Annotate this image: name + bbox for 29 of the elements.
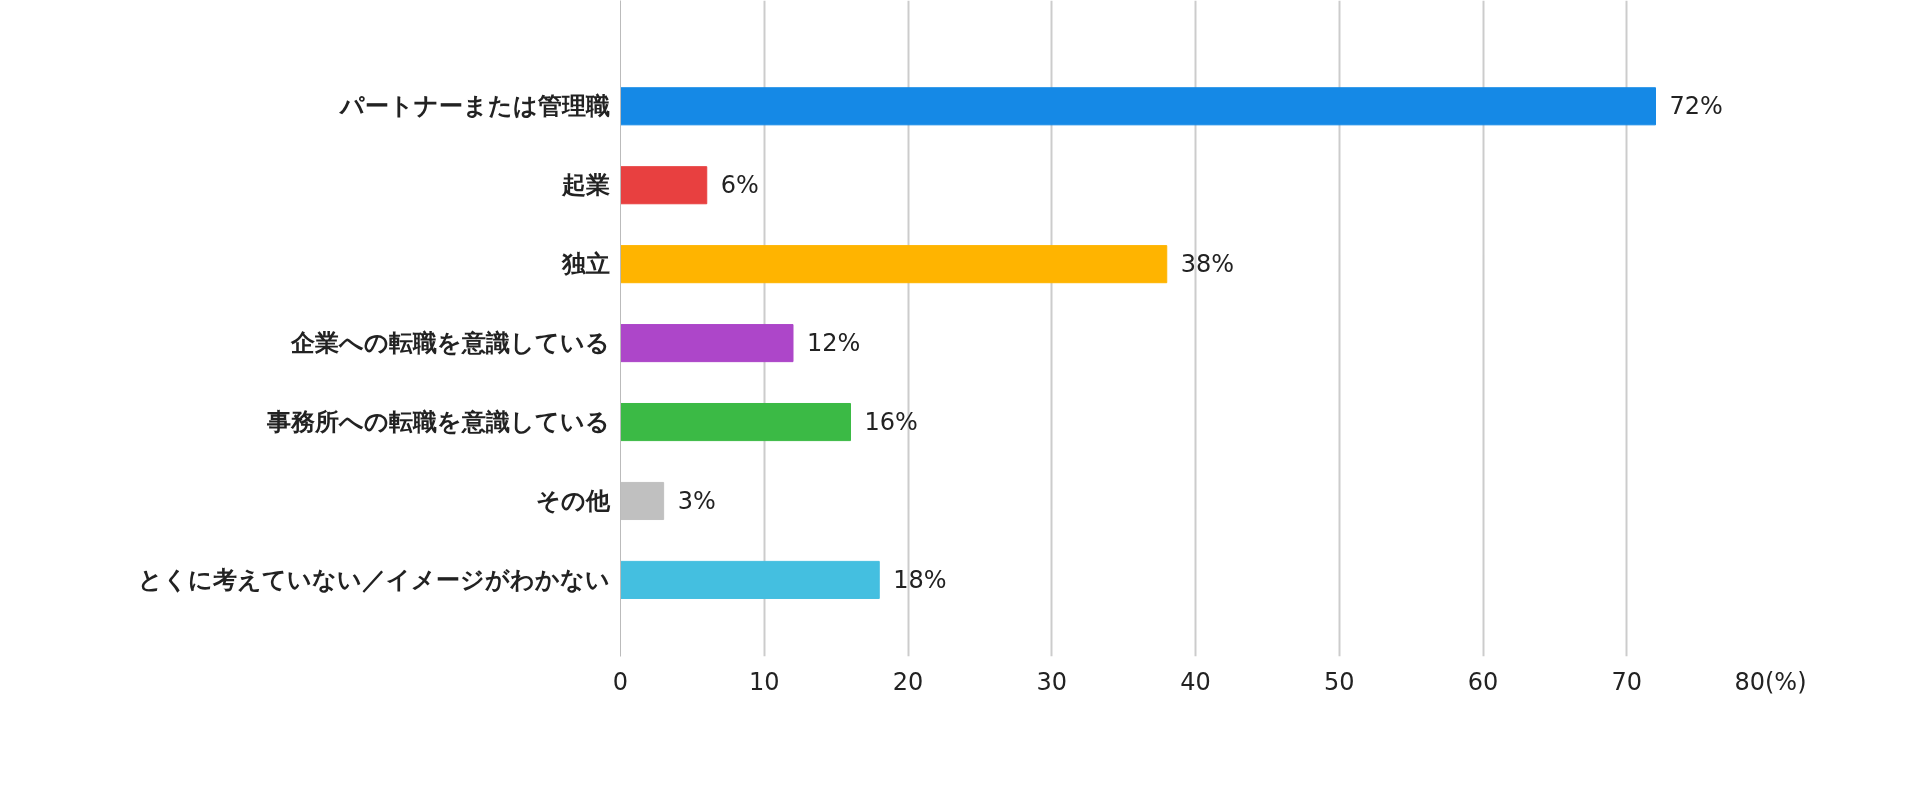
data-label: 18%: [893, 565, 947, 594]
y-tick-label: 起業: [560, 171, 610, 200]
y-tick-label: とくに考えていない／イメージがわかない: [137, 565, 610, 594]
y-tick-label: 独立: [560, 250, 610, 279]
x-tick-label: 60: [1467, 667, 1499, 696]
y-tick-label: その他: [535, 486, 611, 515]
y-tick-label: パートナーまたは管理職: [337, 92, 610, 121]
x-tick-label: 50: [1323, 667, 1355, 696]
data-label: 16%: [864, 408, 918, 437]
x-tick-label: 40: [1180, 667, 1211, 696]
bar: [620, 166, 708, 205]
bar: [620, 245, 1168, 284]
bar: [620, 402, 851, 442]
data-label: 12%: [807, 329, 861, 358]
x-tick-label: 30: [1036, 667, 1068, 696]
bar: [620, 560, 880, 599]
x-tick-label: 0: [612, 667, 629, 696]
x-tick-label: 10: [748, 667, 780, 696]
bar: [620, 324, 794, 363]
x-tick-label: 20: [892, 667, 924, 696]
y-tick-label: 事務所への転職を意識している: [265, 408, 610, 437]
bar: [620, 87, 1656, 126]
data-label: 6%: [720, 171, 759, 200]
x-tick-label: 80(%): [1734, 667, 1807, 696]
data-label: 72%: [1669, 92, 1723, 121]
data-label: 38%: [1180, 250, 1235, 279]
data-label: 3%: [677, 486, 716, 515]
y-tick-label: 企業への転職を意識している: [289, 329, 610, 358]
x-tick-label: 70: [1611, 667, 1643, 696]
